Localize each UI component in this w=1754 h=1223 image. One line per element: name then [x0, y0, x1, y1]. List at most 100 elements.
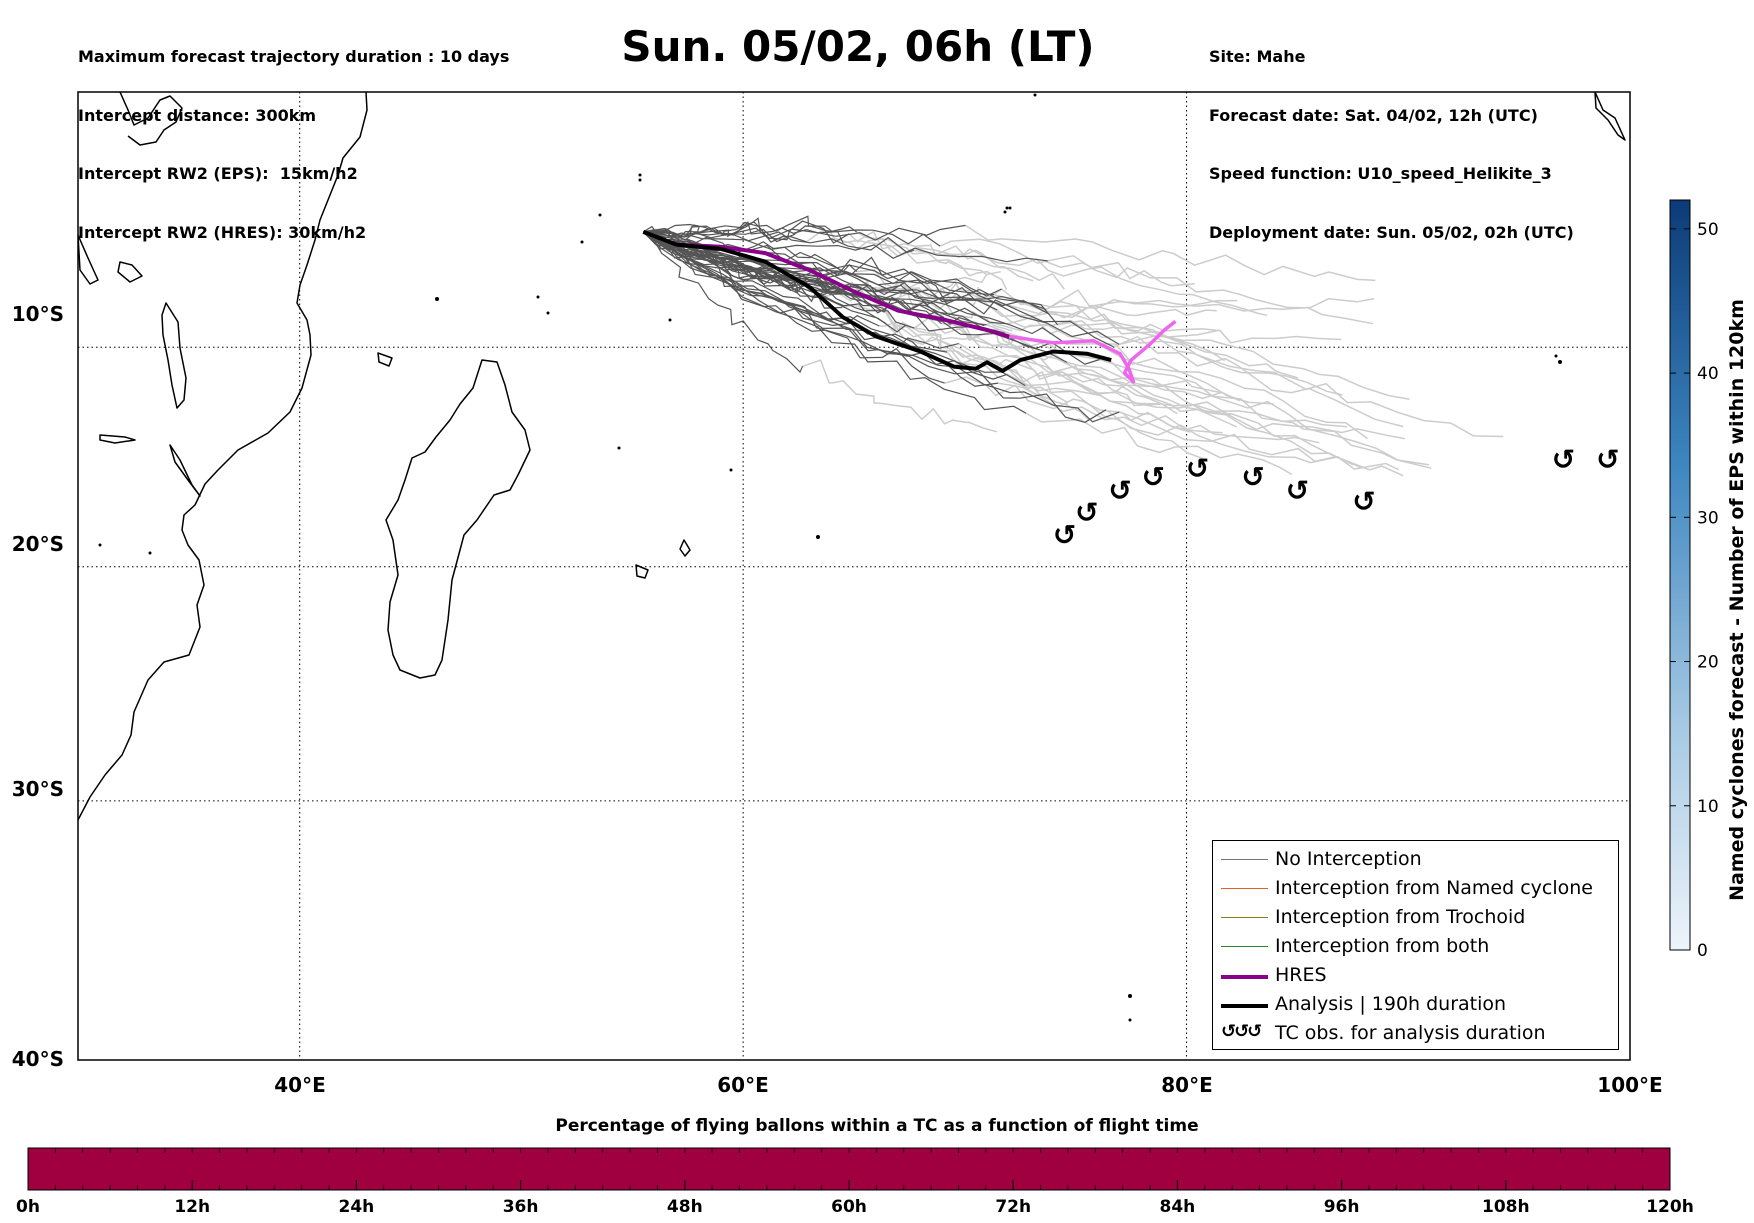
eps-trajectory — [941, 322, 1161, 407]
eps-trajectory — [643, 231, 1027, 414]
eps-trajectory — [1113, 335, 1404, 428]
legend-swatch — [1221, 917, 1268, 918]
eps-trajectory — [1105, 409, 1399, 471]
eps-trajectory — [939, 238, 1195, 287]
cyclone-symbol-icon: ↺ — [1552, 443, 1575, 476]
eps-trajectory — [643, 221, 807, 243]
lake-coastline — [161, 302, 187, 409]
colorbar-tick-label: 96h — [1324, 1197, 1360, 1217]
header-right-line: Deployment date: Sun. 05/02, 02h (UTC) — [1209, 222, 1574, 242]
flight-time-colorbar-title: Percentage of flying ballons within a TC… — [555, 1116, 1199, 1136]
arabia-fragment — [78, 234, 99, 285]
eps-trajectory — [841, 280, 979, 299]
eps-trajectory — [643, 231, 887, 324]
colorbar-tick-label: 50 — [1697, 220, 1719, 240]
lat-tick-label: 40°S — [12, 1047, 64, 1071]
eps-trajectory — [1119, 335, 1504, 438]
eps-trajectory — [1066, 361, 1362, 469]
eps-trajectory — [643, 231, 1120, 345]
cyclone-symbol-icon: ↺ — [1352, 485, 1375, 518]
eps-trajectory — [643, 231, 959, 349]
colorbar-tick-label: 108h — [1482, 1197, 1530, 1217]
cyclone-symbol-icon: ↺↺↺ — [1221, 1021, 1262, 1042]
header-right-line: Site: Mahe — [1209, 47, 1306, 66]
header-left-line: Maximum forecast trajectory duration : 1… — [78, 47, 510, 66]
colorbar-tick-label: 60h — [831, 1197, 867, 1217]
eps-trajectory — [643, 231, 1120, 423]
eps-trajectory — [1025, 380, 1406, 440]
colorbar-tick-label: 12h — [174, 1197, 210, 1217]
eps-trajectory — [1099, 358, 1432, 469]
lon-tick-label: 100°E — [1597, 1073, 1662, 1097]
cyclone-symbol-icon: ↺ — [1241, 461, 1264, 494]
colorbar-tick-label: 24h — [339, 1197, 375, 1217]
analysis-track — [642, 230, 1112, 373]
horn-coastline — [119, 92, 183, 146]
flight-time-colorbar-ticks: 0h 12h 24h 36h 48h 60h 72h 84h 96h 108h 120h — [16, 1148, 1694, 1217]
legend-item-named-cyclone: Interception from Named cyclone — [1213, 874, 1618, 903]
legend-swatch — [1221, 859, 1268, 860]
eps-trajectory — [642, 231, 804, 374]
legend-swatch — [1221, 888, 1268, 889]
coastlines — [78, 92, 1626, 821]
legend-item-both: Interception from both — [1213, 932, 1618, 961]
cyclone-symbol-icon: ↺ — [1286, 474, 1309, 507]
colorbar-tick-label: 72h — [995, 1197, 1031, 1217]
legend-label: No Interception — [1275, 848, 1422, 870]
colorbar-tick-label: 84h — [1160, 1197, 1196, 1217]
header-right-line: Forecast date: Sat. 04/02, 12h (UTC) — [1209, 105, 1538, 125]
colorbar-tick-label: 10 — [1697, 797, 1719, 817]
legend-item-tc-obs: ↺↺↺ TC obs. for analysis duration — [1213, 1019, 1618, 1048]
header-left-info: Maximum forecast trajectory duration : 1… — [78, 8, 509, 262]
lat-tick-label: 20°S — [12, 532, 64, 556]
eps-trajectory — [643, 231, 880, 327]
arabia-top — [1594, 92, 1626, 141]
eps-trajectory — [913, 316, 1191, 433]
hres-extension-track — [1008, 320, 1177, 384]
colorbar-tick-label: 20 — [1697, 653, 1719, 673]
header-left-line: Intercept RW2 (HRES): 30km/h2 — [78, 222, 367, 242]
colorbar-tick-label: 36h — [503, 1197, 539, 1217]
cyclone-colorbar — [1669, 199, 1691, 951]
eps-trajectory — [1119, 411, 1404, 477]
eps-trajectory — [643, 231, 948, 353]
legend-label: TC obs. for analysis duration — [1275, 1022, 1546, 1044]
eps-trajectory — [643, 231, 829, 293]
colorbar-tick-label: 120h — [1646, 1197, 1694, 1217]
cyclone-symbol-icon: ↺ — [1596, 443, 1619, 476]
lat-tick-label: 10°S — [12, 302, 64, 326]
header-right-info: Site: Mahe Forecast date: Sat. 04/02, 12… — [1209, 8, 1574, 262]
legend-item-no-interception: No Interception — [1213, 845, 1618, 874]
lon-tick-label: 40°E — [274, 1073, 326, 1097]
cyclone-colorbar-label: Named cyclones forecast - Number of EPS … — [1726, 299, 1748, 901]
eps-trajectory — [1003, 332, 1354, 466]
colorbar-tick-label: 40 — [1697, 364, 1719, 384]
legend-item-hres: HRES — [1213, 961, 1618, 990]
eps-trajectory — [643, 231, 842, 309]
tc-observations: ↺↺↺ ↺ ↺ ↺ ↺ ↺↺ ↺ — [1053, 443, 1620, 551]
eps-trajectory — [879, 321, 1057, 350]
lake-malawi — [169, 444, 201, 497]
comoros-coastline — [377, 352, 393, 367]
small-islands — [98, 93, 1562, 1022]
colorbar-tick-label: 0h — [16, 1197, 40, 1217]
map-legend: No Interception Interception from Named … — [1212, 840, 1619, 1050]
madagascar-coastline — [385, 359, 531, 679]
eps-trajectory — [1047, 255, 1373, 325]
legend-label: Interception from Named cyclone — [1275, 877, 1593, 899]
legend-label: HRES — [1275, 964, 1327, 986]
eps-trajectory — [965, 224, 1376, 282]
eps-trajectory — [643, 231, 1049, 314]
legend-label: Analysis | 190h duration — [1275, 993, 1507, 1015]
cyclone-colorbar-ticks: 0 10 20 30 40 50 — [1670, 220, 1719, 961]
page-title: Sun. 05/02, 06h (LT) — [621, 22, 1095, 71]
header-right-line: Speed function: U10_speed_Helikite_3 — [1209, 164, 1552, 183]
lake-tanganyika — [99, 434, 136, 444]
lon-tick-label: 60°E — [717, 1073, 769, 1097]
legend-swatch — [1221, 975, 1268, 979]
eps-trajectory — [842, 239, 1066, 290]
legend-swatch — [1221, 1004, 1268, 1008]
reunion-coastline — [679, 539, 691, 557]
lat-tick-label: 30°S — [12, 777, 64, 801]
eps-trajectory — [958, 342, 1220, 394]
